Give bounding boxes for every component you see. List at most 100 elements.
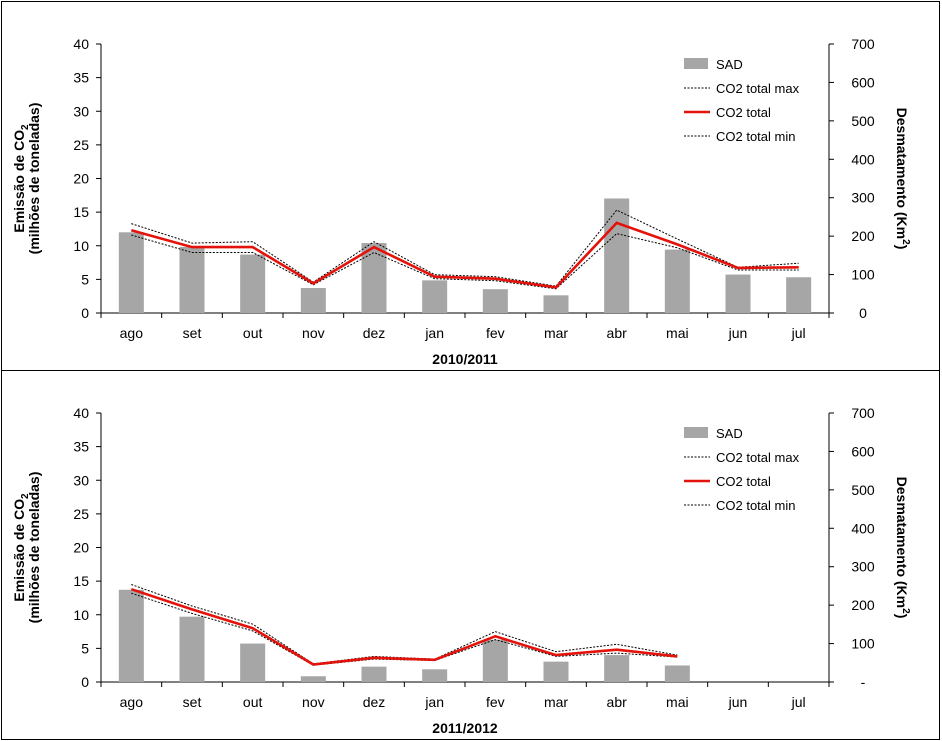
left-tick-label: 20 xyxy=(73,540,89,556)
x-tick-label: mai xyxy=(666,694,689,710)
bar-sad-jan xyxy=(422,280,448,313)
left-tick-label: 15 xyxy=(73,573,89,589)
legend-label-co2-total-min: CO2 total min xyxy=(716,129,795,144)
bar-sad-out xyxy=(240,254,266,313)
left-tick-label: 15 xyxy=(73,204,89,220)
bar-sad-set xyxy=(179,616,205,682)
right-axis-title: Desmatamento (Km2) xyxy=(894,108,911,250)
right-tick-label: 600 xyxy=(851,443,875,459)
left-axis-title-subscript: 2 xyxy=(20,124,31,130)
right-tick-label: 100 xyxy=(851,636,875,652)
bar-sad-abr xyxy=(604,198,630,313)
right-axis-title-main: Desmatamento (Km xyxy=(894,108,910,239)
x-tick-label: jan xyxy=(424,694,444,710)
bar-sad-mar xyxy=(543,295,569,313)
right-axis-title-superscript: 2 xyxy=(900,608,911,614)
bar-sad-jun xyxy=(725,274,751,313)
left-axis-title-main: Emissão de CO xyxy=(11,499,27,602)
x-tick-label: mar xyxy=(544,325,568,341)
x-axis-title: 2011/2012 xyxy=(432,720,498,736)
line-co2-total xyxy=(130,221,799,289)
legend-swatch-sad xyxy=(684,58,708,69)
legend-label-co2-total: CO2 total xyxy=(716,105,771,120)
right-tick-label: 200 xyxy=(851,597,875,613)
line-co2-total xyxy=(130,587,678,666)
x-tick-label: nov xyxy=(302,325,325,341)
right-tick-label: 500 xyxy=(851,482,875,498)
right-axis-title-main: Desmatamento (Km xyxy=(894,477,910,608)
x-tick-label: dez xyxy=(363,694,386,710)
left-tick-label: 10 xyxy=(73,607,89,623)
right-tick-label: - xyxy=(861,674,866,690)
left-tick-label: 30 xyxy=(73,472,89,488)
legend-label-co2-total-max: CO2 total max xyxy=(716,450,800,465)
bar-sad-fev xyxy=(482,639,508,682)
right-tick-label: 600 xyxy=(851,74,875,90)
x-tick-label: ago xyxy=(120,325,144,341)
right-tick-label: 700 xyxy=(851,36,875,52)
right-tick-label: 500 xyxy=(851,113,875,129)
x-tick-label: jul xyxy=(791,325,806,341)
left-tick-label: 25 xyxy=(73,137,89,153)
legend-label-sad: SAD xyxy=(716,426,743,441)
x-tick-label: dez xyxy=(363,325,386,341)
left-tick-label: 40 xyxy=(73,36,89,52)
x-tick-label: abr xyxy=(607,694,628,710)
x-tick-label: jan xyxy=(424,325,444,341)
right-axis-title-close: ) xyxy=(894,614,910,619)
left-tick-label: 30 xyxy=(73,103,89,119)
x-tick-label: fev xyxy=(486,694,505,710)
left-tick-label: 40 xyxy=(73,405,89,421)
left-axis-title-unit: (milhões de toneladas) xyxy=(26,103,42,255)
panel-frame-top xyxy=(1,1,940,371)
legend-swatch-sad xyxy=(684,427,708,438)
bar-sad-out xyxy=(240,643,266,682)
x-tick-label: fev xyxy=(486,325,505,341)
right-tick-label: 0 xyxy=(859,305,867,321)
x-tick-label: jun xyxy=(728,325,748,341)
bar-sad-abr xyxy=(604,655,630,682)
right-axis-title-close: ) xyxy=(894,245,910,250)
bar-sad-nov xyxy=(300,676,326,682)
left-axis-title-unit: (milhões de toneladas) xyxy=(26,472,42,624)
legend-label-co2-total-min: CO2 total min xyxy=(716,498,795,513)
left-tick-label: 20 xyxy=(73,171,89,187)
left-tick-label: 35 xyxy=(73,70,89,86)
bar-sad-mai xyxy=(664,665,690,682)
right-tick-label: 300 xyxy=(851,559,875,575)
right-tick-label: 400 xyxy=(851,520,875,536)
left-axis-title: Emissão de CO2(milhões de toneladas) xyxy=(11,472,42,624)
x-tick-label: abr xyxy=(607,325,628,341)
line-co2-total-min xyxy=(131,233,799,290)
chart-panel-2011-2012: 0 5 10 15 20 25 30 35 40 - 100 200 300 400 500 600 700 ag… xyxy=(11,405,911,736)
legend-label-sad: SAD xyxy=(716,57,743,72)
left-tick-label: 5 xyxy=(81,640,89,656)
right-tick-label: 700 xyxy=(851,405,875,421)
right-tick-label: 400 xyxy=(851,151,875,167)
bar-sad-fev xyxy=(482,289,508,313)
chart-panel-2010-2011: 05101520253035400100200300400500600700ag… xyxy=(11,36,911,367)
right-axis-title: Desmatamento (Km2) xyxy=(894,477,911,619)
bar-sad-jul xyxy=(786,277,812,313)
right-tick-label: 200 xyxy=(851,228,875,244)
left-tick-label: 0 xyxy=(81,674,89,690)
left-tick-label: 35 xyxy=(73,439,89,455)
bar-sad-mai xyxy=(664,249,690,313)
x-tick-label: jun xyxy=(728,694,748,710)
bar-sad-ago xyxy=(118,589,144,682)
left-axis-title-main: Emissão de CO xyxy=(11,130,27,233)
left-tick-label: 10 xyxy=(73,238,89,254)
left-axis-title: Emissão de CO2(milhões de toneladas) xyxy=(11,103,42,255)
right-tick-label: 300 xyxy=(851,190,875,206)
panel-frame-bottom xyxy=(1,370,940,740)
left-axis-title-subscript: 2 xyxy=(20,493,31,499)
left-tick-label: 0 xyxy=(81,305,89,321)
right-tick-label: 100 xyxy=(851,267,875,283)
right-axis-title-superscript: 2 xyxy=(900,239,911,245)
x-tick-label: ago xyxy=(120,694,144,710)
x-tick-label: set xyxy=(183,694,202,710)
x-tick-label: nov xyxy=(302,694,325,710)
legend-label-co2-total: CO2 total xyxy=(716,474,771,489)
bar-sad-ago xyxy=(118,232,144,313)
